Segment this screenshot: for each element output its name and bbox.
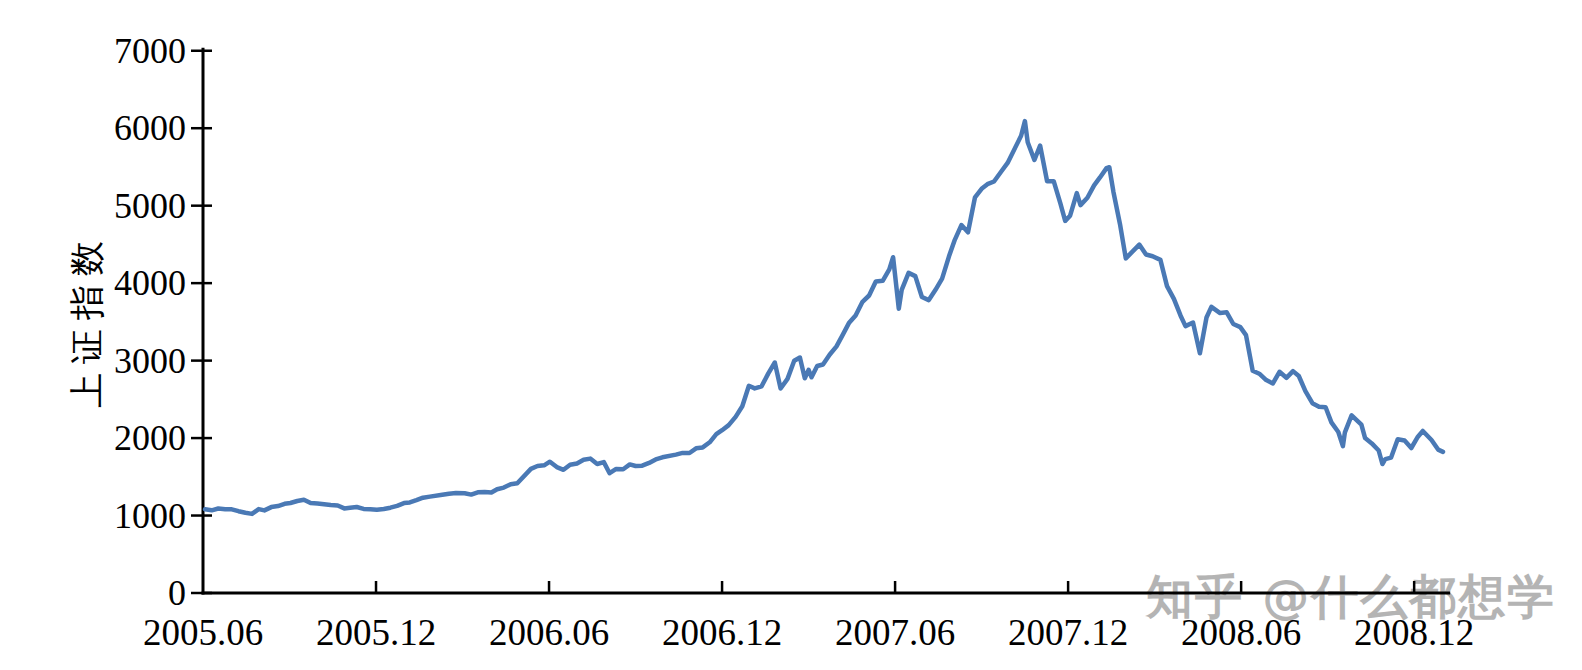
x-tick-label: 2008.12 <box>1354 612 1474 653</box>
x-tick-label: 2007.06 <box>835 612 955 653</box>
series-line-sse-composite-index <box>205 121 1443 514</box>
axes <box>202 48 1451 595</box>
x-tick-label: 2007.12 <box>1008 612 1128 653</box>
chart-figure: 知乎 @什么都想学 上证指数 0100020003000400050006000… <box>0 0 1582 670</box>
y-tick-label: 7000 <box>114 31 186 71</box>
y-tick-label: 1000 <box>114 496 186 536</box>
y-axis-title: 上证指数 <box>64 232 111 408</box>
x-axis-tick-marks <box>376 581 1414 593</box>
x-tick-label: 2006.12 <box>662 612 782 653</box>
y-tick-label: 2000 <box>114 418 186 458</box>
x-tick-label: 2005.06 <box>143 612 263 653</box>
y-tick-label: 0 <box>168 573 186 613</box>
y-tick-label: 3000 <box>114 341 186 381</box>
y-tick-label: 6000 <box>114 108 186 148</box>
line-chart-canvas: 01000200030004000500060007000 2005.06200… <box>0 0 1582 670</box>
x-tick-label: 2006.06 <box>489 612 609 653</box>
x-tick-label: 2005.12 <box>316 612 436 653</box>
y-tick-label: 4000 <box>114 263 186 303</box>
y-axis-tick-labels: 0 1000 2000 3000 4000 5000 6000 7000 <box>114 31 186 613</box>
x-tick-label: 2008.06 <box>1181 612 1301 653</box>
y-tick-label: 5000 <box>114 186 186 226</box>
x-axis-tick-labels: 2005.06 2005.12 2006.06 2006.12 2007.06 2007.… <box>143 612 1474 653</box>
